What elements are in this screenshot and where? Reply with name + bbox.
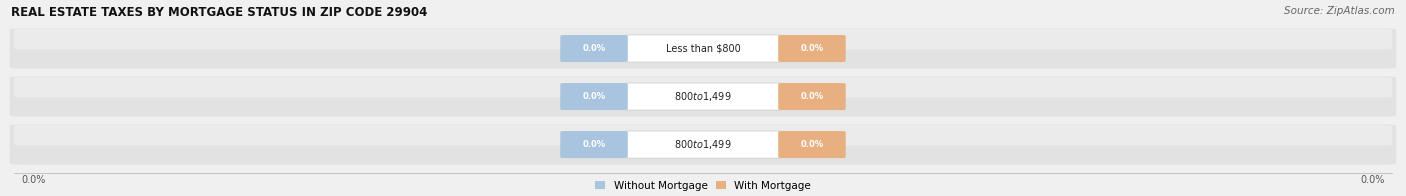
FancyBboxPatch shape xyxy=(561,131,627,158)
FancyBboxPatch shape xyxy=(10,76,1396,117)
Text: REAL ESTATE TAXES BY MORTGAGE STATUS IN ZIP CODE 29904: REAL ESTATE TAXES BY MORTGAGE STATUS IN … xyxy=(11,6,427,19)
FancyBboxPatch shape xyxy=(624,131,782,158)
Text: Less than $800: Less than $800 xyxy=(665,44,741,54)
FancyBboxPatch shape xyxy=(624,83,782,110)
Text: 0.0%: 0.0% xyxy=(21,175,45,185)
Text: $800 to $1,499: $800 to $1,499 xyxy=(675,90,731,103)
Text: $800 to $1,499: $800 to $1,499 xyxy=(675,138,731,151)
FancyBboxPatch shape xyxy=(779,131,846,158)
Text: 0.0%: 0.0% xyxy=(582,92,606,101)
FancyBboxPatch shape xyxy=(14,29,1392,50)
FancyBboxPatch shape xyxy=(10,28,1396,69)
FancyBboxPatch shape xyxy=(14,125,1392,145)
FancyBboxPatch shape xyxy=(779,83,846,110)
Text: Source: ZipAtlas.com: Source: ZipAtlas.com xyxy=(1284,6,1395,16)
FancyBboxPatch shape xyxy=(561,35,627,62)
Text: 0.0%: 0.0% xyxy=(1361,175,1385,185)
Text: 0.0%: 0.0% xyxy=(800,140,824,149)
FancyBboxPatch shape xyxy=(561,83,627,110)
Text: 0.0%: 0.0% xyxy=(582,140,606,149)
FancyBboxPatch shape xyxy=(624,35,782,62)
FancyBboxPatch shape xyxy=(779,35,846,62)
FancyBboxPatch shape xyxy=(14,77,1392,97)
FancyBboxPatch shape xyxy=(10,124,1396,165)
Text: 0.0%: 0.0% xyxy=(800,92,824,101)
Legend: Without Mortgage, With Mortgage: Without Mortgage, With Mortgage xyxy=(595,181,811,191)
Text: 0.0%: 0.0% xyxy=(800,44,824,53)
Text: 0.0%: 0.0% xyxy=(582,44,606,53)
